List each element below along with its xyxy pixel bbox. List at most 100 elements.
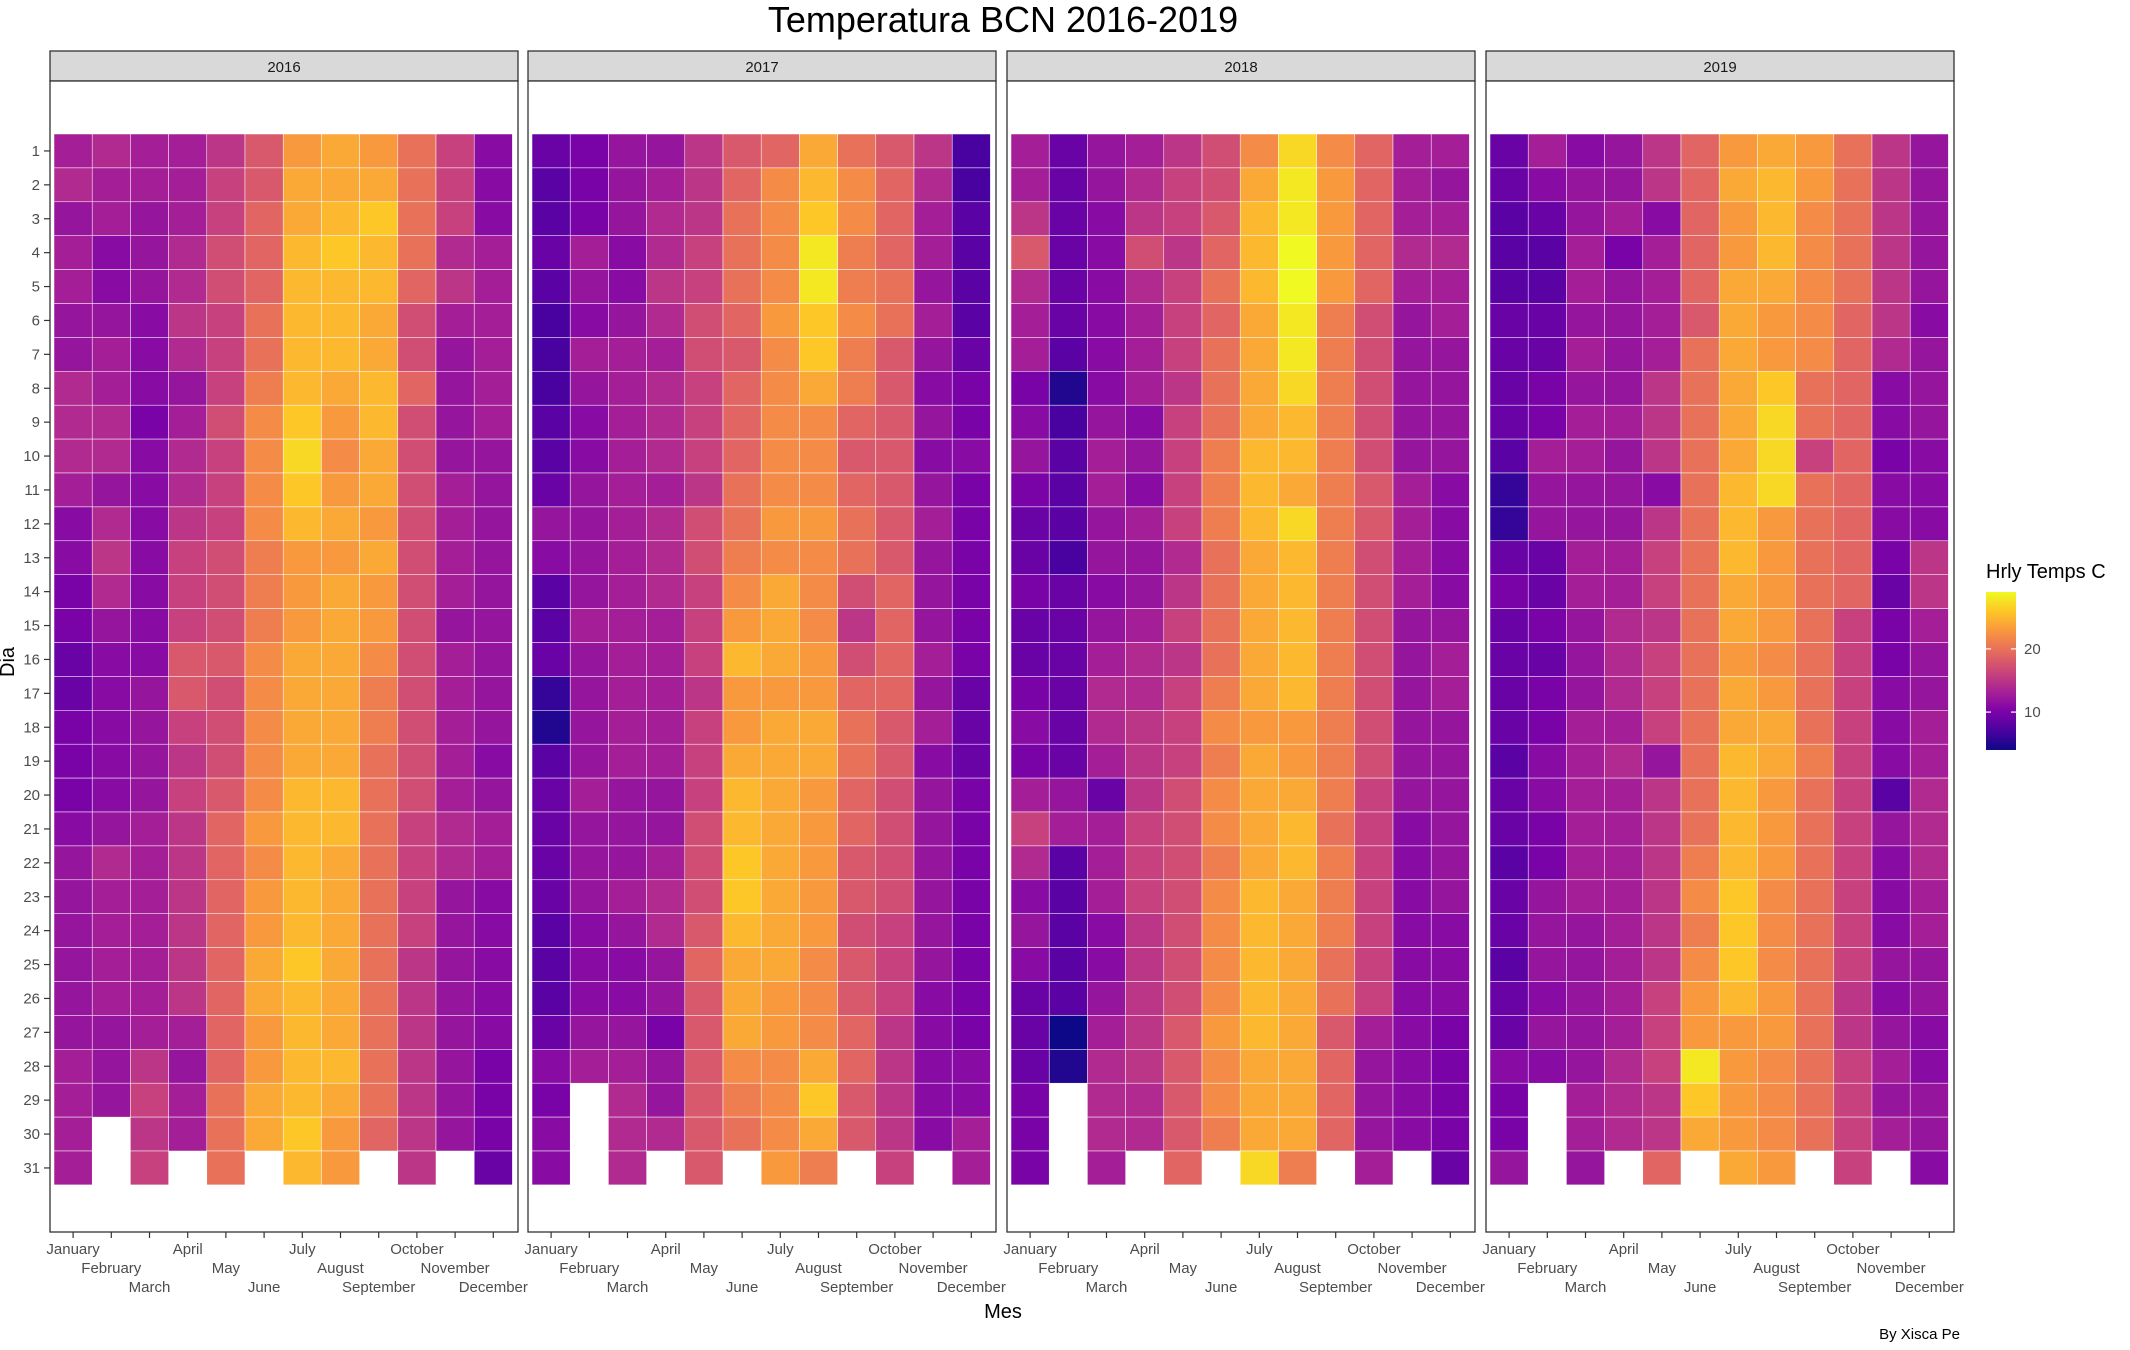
heat-cell	[608, 743, 647, 779]
heat-cell	[1278, 201, 1317, 236]
heat-cell	[531, 947, 571, 982]
heat-cell	[244, 506, 284, 542]
heat-cell	[913, 845, 953, 881]
heat-cell	[359, 133, 399, 169]
heat-cell	[951, 1116, 991, 1152]
heat-cell	[1010, 642, 1050, 677]
heat-cell	[1680, 947, 1720, 982]
heat-cell	[359, 676, 399, 711]
heat-cell	[1909, 1082, 1949, 1118]
heat-cell	[531, 913, 571, 948]
x-tick-label: February	[81, 1260, 142, 1277]
heat-cell	[1527, 371, 1567, 406]
heat-cell	[951, 1082, 991, 1118]
heat-cell	[1795, 133, 1835, 169]
heat-cell	[1527, 777, 1567, 813]
heat-cell	[1604, 506, 1644, 542]
heat-cell	[1278, 1049, 1317, 1084]
heat-cell	[359, 269, 399, 304]
heat-cell	[760, 676, 800, 711]
heat-cell	[1201, 777, 1241, 813]
heat-cell	[1278, 1150, 1317, 1186]
heat-cell	[1604, 676, 1644, 711]
heat-cell	[1354, 438, 1394, 474]
heat-cell	[1048, 303, 1088, 338]
heat-cell	[91, 506, 131, 542]
heat-cell	[1718, 1116, 1758, 1152]
heat-cell	[397, 1015, 437, 1050]
heat-cell	[1795, 743, 1835, 779]
heat-cell	[1909, 540, 1949, 575]
heat-cell	[608, 913, 647, 948]
heat-cell	[1125, 1082, 1165, 1118]
heat-cell	[875, 167, 915, 203]
heat-cell	[913, 879, 953, 914]
heat-cell	[1201, 879, 1241, 914]
heat-cell	[760, 710, 800, 745]
heat-cell	[722, 269, 762, 304]
heat-cell	[1087, 1082, 1126, 1118]
heat-cell	[1871, 472, 1911, 508]
heat-cell	[1566, 438, 1605, 474]
heat-cell	[130, 981, 169, 1016]
heat-cell	[799, 371, 838, 406]
heat-cell	[1048, 710, 1088, 745]
heat-cell	[473, 303, 513, 338]
heat-cell	[1239, 167, 1279, 203]
heat-cell	[473, 1015, 513, 1050]
heat-cell	[799, 913, 838, 948]
heat-cell	[1163, 1049, 1203, 1084]
heat-cell	[1163, 777, 1203, 813]
heat-cell	[1604, 201, 1644, 236]
heat-cell	[1833, 777, 1873, 813]
heat-cell	[722, 981, 762, 1016]
x-tick-label: March	[1565, 1279, 1607, 1296]
heat-cell	[1604, 879, 1644, 914]
x-tick-label: November	[1377, 1260, 1446, 1277]
heat-cell	[569, 371, 609, 406]
heat-cell	[722, 235, 762, 270]
heat-cell	[359, 811, 399, 847]
heat-cell	[799, 167, 838, 203]
heat-cell	[1316, 811, 1356, 847]
heat-cell	[722, 608, 762, 643]
heat-cell	[760, 133, 800, 169]
heat-cell	[359, 642, 399, 677]
heat-cell	[1087, 540, 1126, 575]
heat-cell	[569, 337, 609, 372]
heat-cell	[1392, 1015, 1432, 1050]
heat-cell	[321, 1015, 360, 1050]
heat-cell	[282, 269, 322, 304]
heat-cell	[397, 438, 437, 474]
heat-cell	[1125, 642, 1165, 677]
heat-cell	[1757, 167, 1796, 203]
heat-cell	[435, 879, 475, 914]
heat-cell	[1010, 1116, 1050, 1152]
heat-cell	[1163, 438, 1203, 474]
heat-cell	[608, 1150, 647, 1186]
heat-cell	[282, 1150, 322, 1186]
heat-cell	[1604, 947, 1644, 982]
heat-cell	[282, 540, 322, 575]
heat-cell	[1566, 777, 1605, 813]
heat-cell	[684, 574, 724, 609]
heat-cell	[435, 642, 475, 677]
heat-cell	[837, 676, 877, 711]
heat-cell	[1909, 947, 1949, 982]
heat-cell	[1757, 371, 1796, 406]
heat-cell	[875, 642, 915, 677]
heat-cell	[1201, 303, 1241, 338]
heat-cell	[1048, 676, 1088, 711]
facet-panels: 2016JanuaryFebruaryMarchAprilMayJuneJuly…	[46, 50, 1964, 1296]
heat-cell	[531, 981, 571, 1016]
heat-cell	[1642, 676, 1682, 711]
heat-cell	[1354, 472, 1394, 508]
heat-cell	[1010, 472, 1050, 508]
legend-colorbar	[1986, 592, 2016, 750]
heat-cell	[206, 913, 246, 948]
heat-cell	[1087, 337, 1126, 372]
y-tick-label: 18	[23, 719, 40, 736]
heat-cell	[684, 201, 724, 236]
heat-cell	[473, 337, 513, 372]
heat-cell	[168, 438, 208, 474]
